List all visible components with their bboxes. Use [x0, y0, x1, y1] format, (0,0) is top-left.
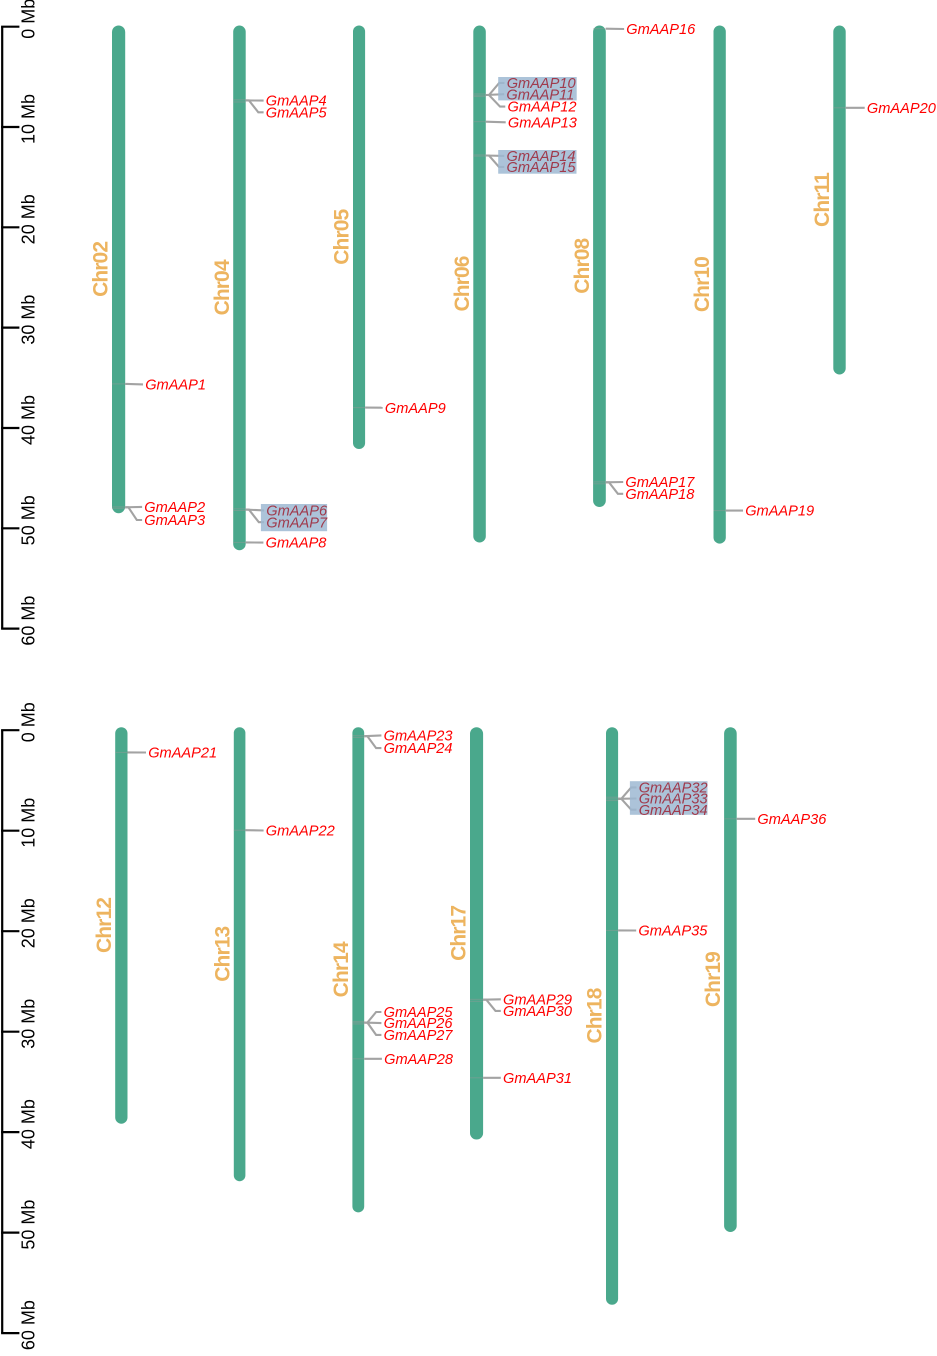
svg-text:GmAAP12: GmAAP12: [508, 100, 577, 116]
svg-text:Chr17: Chr17: [448, 906, 471, 961]
svg-text:50 Mb: 50 Mb: [19, 1200, 39, 1250]
svg-text:Chr13: Chr13: [212, 926, 235, 981]
svg-text:GmAAP19: GmAAP19: [745, 504, 814, 520]
svg-text:Chr19: Chr19: [702, 952, 725, 1007]
svg-text:10 Mb: 10 Mb: [19, 798, 39, 848]
svg-text:10 Mb: 10 Mb: [19, 94, 39, 144]
svg-text:Chr05: Chr05: [331, 208, 354, 264]
svg-text:GmAAP31: GmAAP31: [503, 1071, 572, 1087]
svg-text:Chr04: Chr04: [211, 259, 234, 315]
svg-text:GmAAP34: GmAAP34: [639, 803, 708, 819]
svg-text:GmAAP13: GmAAP13: [508, 115, 577, 131]
svg-text:GmAAP24: GmAAP24: [384, 741, 453, 757]
svg-text:GmAAP8: GmAAP8: [266, 536, 328, 552]
svg-text:Chr06: Chr06: [451, 256, 474, 311]
svg-text:Chr18: Chr18: [584, 987, 607, 1043]
svg-text:Chr08: Chr08: [571, 237, 594, 293]
svg-text:Chr02: Chr02: [90, 242, 113, 297]
svg-text:GmAAP16: GmAAP16: [626, 22, 696, 38]
svg-text:50 Mb: 50 Mb: [19, 495, 39, 545]
svg-text:GmAAP30: GmAAP30: [503, 1004, 572, 1020]
svg-text:60 Mb: 60 Mb: [19, 596, 39, 646]
svg-text:GmAAP20: GmAAP20: [867, 101, 936, 117]
svg-text:60 Mb: 60 Mb: [19, 1300, 39, 1350]
svg-text:GmAAP7: GmAAP7: [266, 515, 328, 531]
svg-text:0 Mb: 0 Mb: [19, 0, 39, 39]
svg-text:Chr10: Chr10: [691, 257, 714, 312]
svg-text:0 Mb: 0 Mb: [19, 702, 39, 742]
svg-text:40 Mb: 40 Mb: [19, 395, 39, 445]
svg-text:GmAAP3: GmAAP3: [144, 513, 205, 529]
svg-text:30 Mb: 30 Mb: [19, 295, 39, 345]
svg-text:30 Mb: 30 Mb: [19, 999, 39, 1049]
svg-text:20 Mb: 20 Mb: [19, 898, 39, 948]
svg-text:GmAAP27: GmAAP27: [384, 1028, 454, 1044]
svg-text:Chr11: Chr11: [811, 172, 834, 227]
svg-text:20 Mb: 20 Mb: [19, 194, 39, 244]
svg-text:GmAAP18: GmAAP18: [625, 487, 695, 503]
svg-text:GmAAP36: GmAAP36: [757, 812, 827, 828]
svg-text:GmAAP9: GmAAP9: [385, 401, 446, 417]
svg-text:GmAAP15: GmAAP15: [507, 160, 577, 176]
svg-text:GmAAP22: GmAAP22: [266, 824, 335, 840]
svg-text:GmAAP1: GmAAP1: [145, 378, 206, 394]
svg-text:GmAAP28: GmAAP28: [384, 1052, 454, 1068]
svg-text:Chr12: Chr12: [93, 898, 116, 953]
svg-text:GmAAP5: GmAAP5: [266, 105, 328, 121]
svg-text:GmAAP35: GmAAP35: [638, 924, 708, 940]
svg-text:GmAAP21: GmAAP21: [148, 746, 217, 762]
svg-text:Chr14: Chr14: [330, 941, 353, 997]
svg-text:40 Mb: 40 Mb: [19, 1099, 39, 1149]
